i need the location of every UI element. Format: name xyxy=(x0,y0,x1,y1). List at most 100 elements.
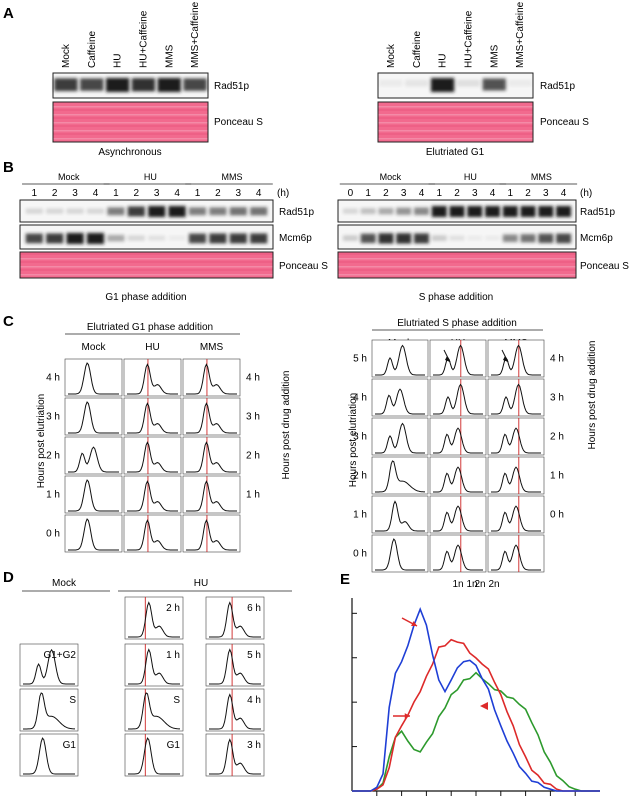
cell-label: G1 xyxy=(167,740,181,751)
group-label: HU xyxy=(144,172,157,182)
histogram-cell xyxy=(429,456,487,495)
histogram-cell xyxy=(182,436,241,475)
ponceau-blot xyxy=(377,101,534,143)
histogram-cell xyxy=(371,495,429,534)
histogram-trace xyxy=(68,479,119,512)
lane-label: MMS+Caffeine xyxy=(515,1,526,68)
cell-label: 2 h xyxy=(166,603,180,614)
histogram-trace xyxy=(186,480,237,512)
lane-label: MMS xyxy=(164,44,175,68)
column-label: MMS xyxy=(200,342,224,353)
rad51p-band xyxy=(168,206,186,217)
y-axis-label-right: Hours post drug addition xyxy=(587,341,598,450)
band xyxy=(482,78,506,91)
group-label: MMS xyxy=(531,172,552,182)
histogram-trace xyxy=(128,692,180,730)
histogram-cell xyxy=(487,339,545,378)
histogram-trace xyxy=(375,422,425,454)
lane-labels: Mock Caffeine HU HU+Caffeine MMS MMS+Caffeine xyxy=(386,1,526,68)
mcm6p-band xyxy=(396,233,412,244)
histogram-trace xyxy=(491,344,541,376)
panel-caption: G1 phase addition xyxy=(105,292,186,303)
lane-number: 1 xyxy=(365,188,371,199)
panel-caption: Asynchronous xyxy=(98,147,161,158)
histogram-cell xyxy=(124,643,184,687)
lane-label: Mock xyxy=(61,43,72,68)
panel-letter-a: A xyxy=(3,5,14,22)
row-label: 0 h xyxy=(353,549,367,560)
lane-number: 2 xyxy=(383,188,389,199)
mcm6p-band xyxy=(25,233,43,244)
histogram-trace xyxy=(68,362,119,395)
lane-label: HU+Caffeine xyxy=(463,10,474,68)
row-label-ponceau: Ponceau S xyxy=(214,117,263,128)
row-label-right: 4 h xyxy=(246,373,260,384)
panel-e-overlay-chart xyxy=(351,598,600,796)
cell-label: 6 h xyxy=(247,603,261,614)
column-label: Mock xyxy=(82,342,107,353)
rad51p-band xyxy=(46,208,64,214)
cell-label: 4 h xyxy=(247,695,261,706)
histogram-trace xyxy=(127,480,178,512)
y-axis-label-left: Hours post elutriation xyxy=(348,393,359,488)
histogram-trace xyxy=(23,692,75,730)
row-label: 4 h xyxy=(353,393,367,404)
row-label-rad51p: Rad51p xyxy=(214,81,249,92)
histogram-trace xyxy=(127,441,178,473)
panel-letter-e: E xyxy=(340,571,350,588)
unit-label: (h) xyxy=(277,188,289,199)
lane-label: HU+Caffeine xyxy=(138,10,149,68)
histogram-trace xyxy=(127,363,178,395)
histogram-cell xyxy=(123,475,182,514)
rad51p-band xyxy=(396,207,412,215)
histogram-trace xyxy=(128,737,180,775)
histogram-cell xyxy=(371,534,429,573)
mcm6p-band xyxy=(209,233,227,244)
histogram-trace xyxy=(375,460,425,493)
rad51p-band xyxy=(538,206,554,217)
histogram-cell xyxy=(123,436,182,475)
ponceau-blot xyxy=(337,251,577,279)
rad51p-band xyxy=(209,207,227,216)
lane-number: 3 xyxy=(72,188,78,199)
lane-number: 4 xyxy=(93,188,99,199)
histogram-trace xyxy=(23,737,75,775)
mcm6p-band xyxy=(538,233,554,243)
histogram-trace xyxy=(186,363,237,395)
lane-number: 4 xyxy=(561,188,567,199)
band xyxy=(456,79,481,87)
rad51p-blot xyxy=(19,199,274,223)
ponceau-blot xyxy=(52,101,209,143)
x-tick-label: 2n xyxy=(488,579,499,590)
mcm6p-band xyxy=(431,235,447,241)
histogram-cell xyxy=(182,475,241,514)
panel-a-elutriated-blot: Mock Caffeine HU HU+Caffeine MMS MMS+Caffeine… xyxy=(377,1,589,158)
histogram-trace xyxy=(68,446,119,473)
lane-number: 3 xyxy=(154,188,160,199)
row-label: 3 h xyxy=(46,412,60,423)
lane-number: 3 xyxy=(543,188,549,199)
column-label: HU xyxy=(145,342,159,353)
histogram-cell xyxy=(371,417,429,456)
row-label: 2 h xyxy=(353,471,367,482)
series-line xyxy=(352,671,600,792)
histogram-cell xyxy=(123,358,182,397)
unit-label: (h) xyxy=(580,188,592,199)
y-axis-label-right: Hours post drug addition xyxy=(281,371,292,480)
histogram-trace xyxy=(209,601,261,638)
cell-label: G1+G2 xyxy=(43,650,76,661)
mcm6p-band xyxy=(188,233,207,244)
band xyxy=(379,79,403,87)
histogram-cell xyxy=(205,643,265,687)
rad51p-band xyxy=(378,207,394,215)
rad51p-band xyxy=(86,208,105,214)
x-tick-label: 2n xyxy=(474,579,485,590)
mcm6p-band xyxy=(467,235,483,241)
row-label-right: 3 h xyxy=(550,393,564,404)
row-label: 1 h xyxy=(46,490,60,501)
ponceau-blot xyxy=(19,251,274,279)
panel-caption: S phase addition xyxy=(419,292,494,303)
panel-a-asynchronous-blot: Mock Caffeine HU HU+Caffeine MMS MMS+Caffeine… xyxy=(52,1,263,158)
rad51p-band xyxy=(127,206,145,217)
